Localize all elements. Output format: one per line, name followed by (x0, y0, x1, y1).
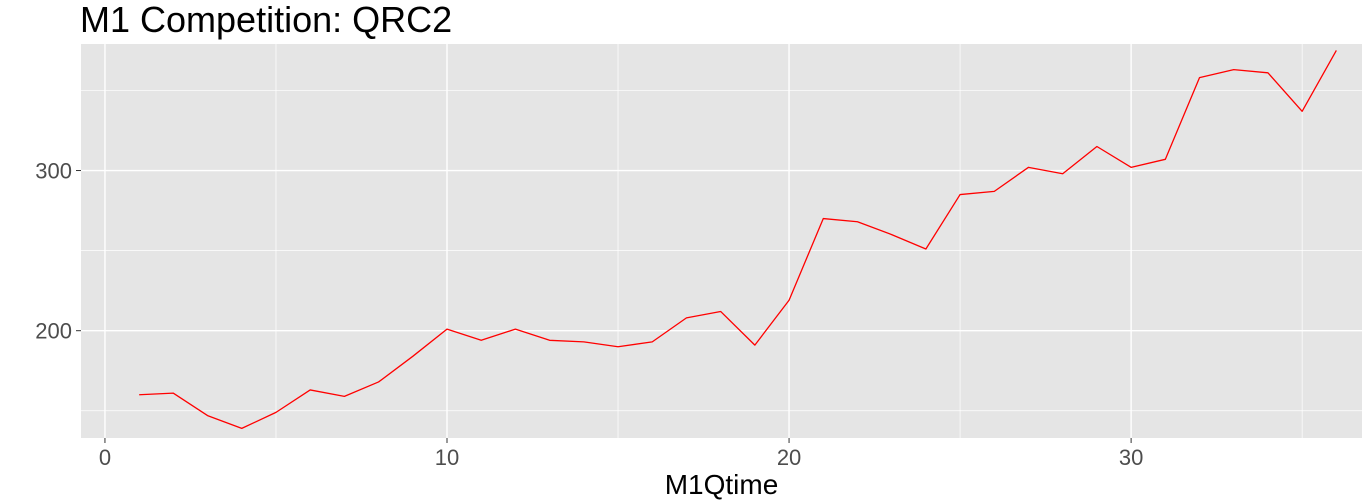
plot-panel (81, 44, 1362, 438)
major-gridlines (81, 44, 1362, 438)
series-layer (139, 50, 1337, 430)
tick-labels: 0 10 20 30 200 300 (35, 159, 1143, 470)
x-axis-title: M1Qtime (665, 469, 779, 500)
y-tick-label: 200 (35, 319, 72, 344)
x-tick-label: 20 (777, 445, 801, 470)
axis-ticks (76, 170, 1132, 443)
minor-gridlines (81, 44, 1362, 438)
y-tick-label: 300 (35, 159, 72, 184)
series-line-0 (139, 50, 1337, 430)
x-tick-label: 30 (1119, 445, 1143, 470)
x-tick-label: 0 (99, 445, 111, 470)
x-tick-label: 10 (435, 445, 459, 470)
chart-title: M1 Competition: QRC2 (80, 0, 453, 40)
